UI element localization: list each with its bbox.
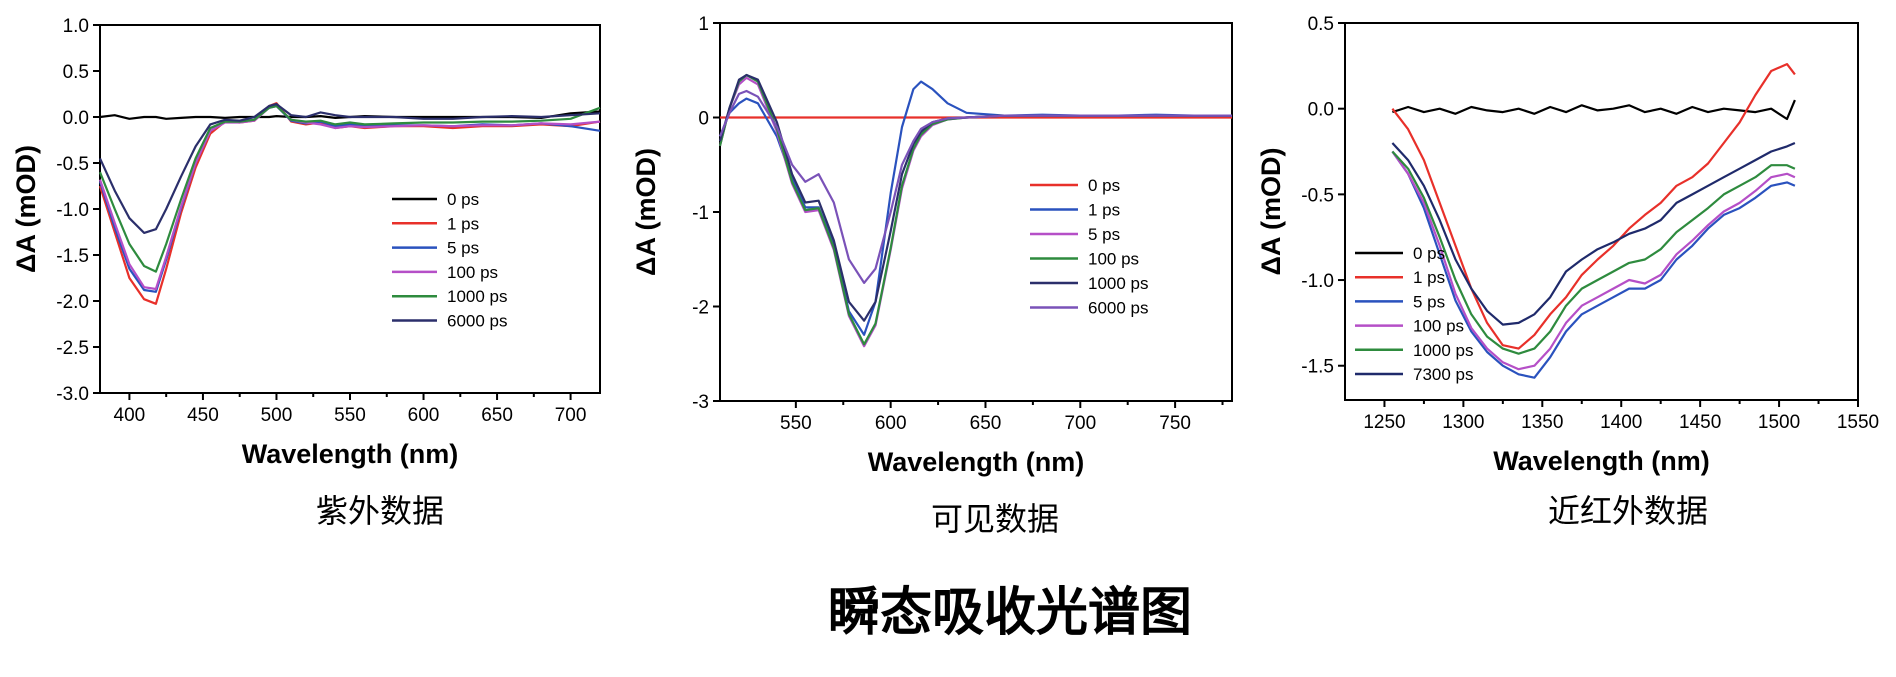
legend-label: 1000 ps	[447, 287, 508, 306]
legend-label: 5 ps	[447, 239, 479, 258]
series-line-100ps	[98, 104, 601, 291]
y-tick-label: -1	[692, 203, 709, 224]
legend-label: 6000 ps	[447, 312, 508, 331]
legend-label: 5 ps	[1088, 225, 1120, 244]
y-tick-label: -1.0	[56, 200, 89, 221]
y-tick-label: 1	[698, 14, 709, 35]
series-line-1000ps	[98, 104, 601, 273]
y-tick-label: 0.0	[1308, 100, 1334, 121]
plot-frame	[719, 22, 1233, 402]
series-line-7300ps	[1391, 141, 1796, 326]
uv-caption: 紫外数据	[316, 492, 444, 530]
series-line-1ps	[1391, 62, 1796, 350]
x-tick-label: 400	[114, 405, 146, 426]
x-tick-label: 1500	[1758, 412, 1800, 433]
y-tick-label: -1.5	[1301, 357, 1334, 378]
y-tick-label: -1.0	[1301, 271, 1334, 292]
x-tick-label: 1250	[1363, 412, 1405, 433]
y-axis-title: ΔA (mOD)	[11, 145, 41, 273]
y-tick-label: 0	[698, 109, 709, 130]
series-line-5ps	[1391, 150, 1796, 379]
series-line-1ps	[98, 102, 601, 305]
y-tick-label: -2.5	[56, 338, 89, 359]
x-tick-label: 1450	[1679, 412, 1721, 433]
x-tick-label: 650	[481, 405, 513, 426]
x-axis-title: Wavelength (nm)	[868, 447, 1085, 477]
x-tick-label: 1400	[1600, 412, 1642, 433]
series-line-0ps	[1392, 99, 1796, 121]
visible-chart: 550 600 650 700 750 1 0 -1 -2 -3 Wavelength (nm) ΔA…	[631, 14, 1233, 477]
x-tick-label: 1300	[1442, 412, 1484, 433]
y-tick-label: -0.5	[1301, 185, 1334, 206]
legend-label: 100 ps	[447, 263, 498, 282]
uv-chart: 400 450 500 550 600 650 700 1.0 0.5 0.0 -0.5 -1.0 -1…	[11, 16, 601, 469]
y-tick-label: -2.0	[56, 292, 89, 313]
series-line-100ps	[1391, 150, 1796, 371]
x-tick-label: 1350	[1521, 412, 1563, 433]
legend-label: 1 ps	[447, 214, 479, 233]
x-axis-title: Wavelength (nm)	[1493, 446, 1710, 476]
x-tick-label: 700	[555, 405, 587, 426]
x-tick-label: 600	[408, 405, 440, 426]
visible-caption: 可见数据	[931, 500, 1059, 538]
y-axis-title: ΔA (mOD)	[1256, 148, 1286, 276]
series-line-1000ps	[1391, 150, 1796, 355]
y-tick-label: 0.5	[1308, 14, 1334, 35]
series-line-1ps	[718, 80, 1232, 336]
legend-label: 0 ps	[1088, 176, 1120, 195]
plot-frame	[99, 24, 601, 394]
legend-label: 0 ps	[447, 190, 479, 209]
y-tick-label: -2	[692, 298, 709, 319]
nir-chart: 1250 1300 1350 1400 1450 1500 1550 0.5 0.0 -0.5 -1…	[1256, 14, 1879, 476]
series-line-1000ps	[718, 73, 1232, 322]
legend-label: 6000 ps	[1088, 299, 1149, 318]
legend-label: 100 ps	[1088, 250, 1139, 269]
y-tick-label: -1.5	[56, 246, 89, 267]
x-axis-title: Wavelength (nm)	[242, 439, 459, 469]
y-tick-label: 1.0	[63, 16, 89, 37]
y-tick-label: -3	[692, 392, 709, 413]
legend-label: 7300 ps	[1413, 365, 1474, 384]
x-tick-label: 750	[1159, 413, 1191, 434]
y-tick-label: -3.0	[56, 384, 89, 405]
y-tick-label: -0.5	[56, 154, 89, 175]
plot-frame	[1344, 22, 1859, 401]
legend-label: 5 ps	[1413, 292, 1445, 311]
nir-caption: 近红外数据	[1548, 492, 1708, 530]
y-axis-title: ΔA (mOD)	[631, 148, 661, 276]
legend-label: 0 ps	[1413, 244, 1445, 263]
x-tick-label: 550	[334, 405, 366, 426]
x-tick-label: 550	[780, 413, 812, 434]
x-tick-label: 600	[875, 413, 907, 434]
legend-label: 1000 ps	[1088, 274, 1149, 293]
legend-label: 1 ps	[1088, 201, 1120, 220]
x-tick-label: 1550	[1837, 412, 1879, 433]
series-line-5ps	[98, 104, 601, 293]
series-line-6000ps	[98, 102, 601, 234]
x-tick-label: 500	[261, 405, 293, 426]
y-tick-label: 0.5	[63, 62, 89, 83]
series-line-6000ps	[718, 89, 1232, 284]
legend-label: 1000 ps	[1413, 341, 1474, 360]
y-tick-label: 0.0	[63, 108, 89, 129]
x-tick-label: 650	[970, 413, 1002, 434]
legend-label: 1 ps	[1413, 268, 1445, 287]
legend-label: 100 ps	[1413, 317, 1464, 336]
x-tick-label: 700	[1064, 413, 1096, 434]
x-tick-label: 450	[187, 405, 219, 426]
figure-title: 瞬态吸收光谱图	[828, 583, 1192, 643]
